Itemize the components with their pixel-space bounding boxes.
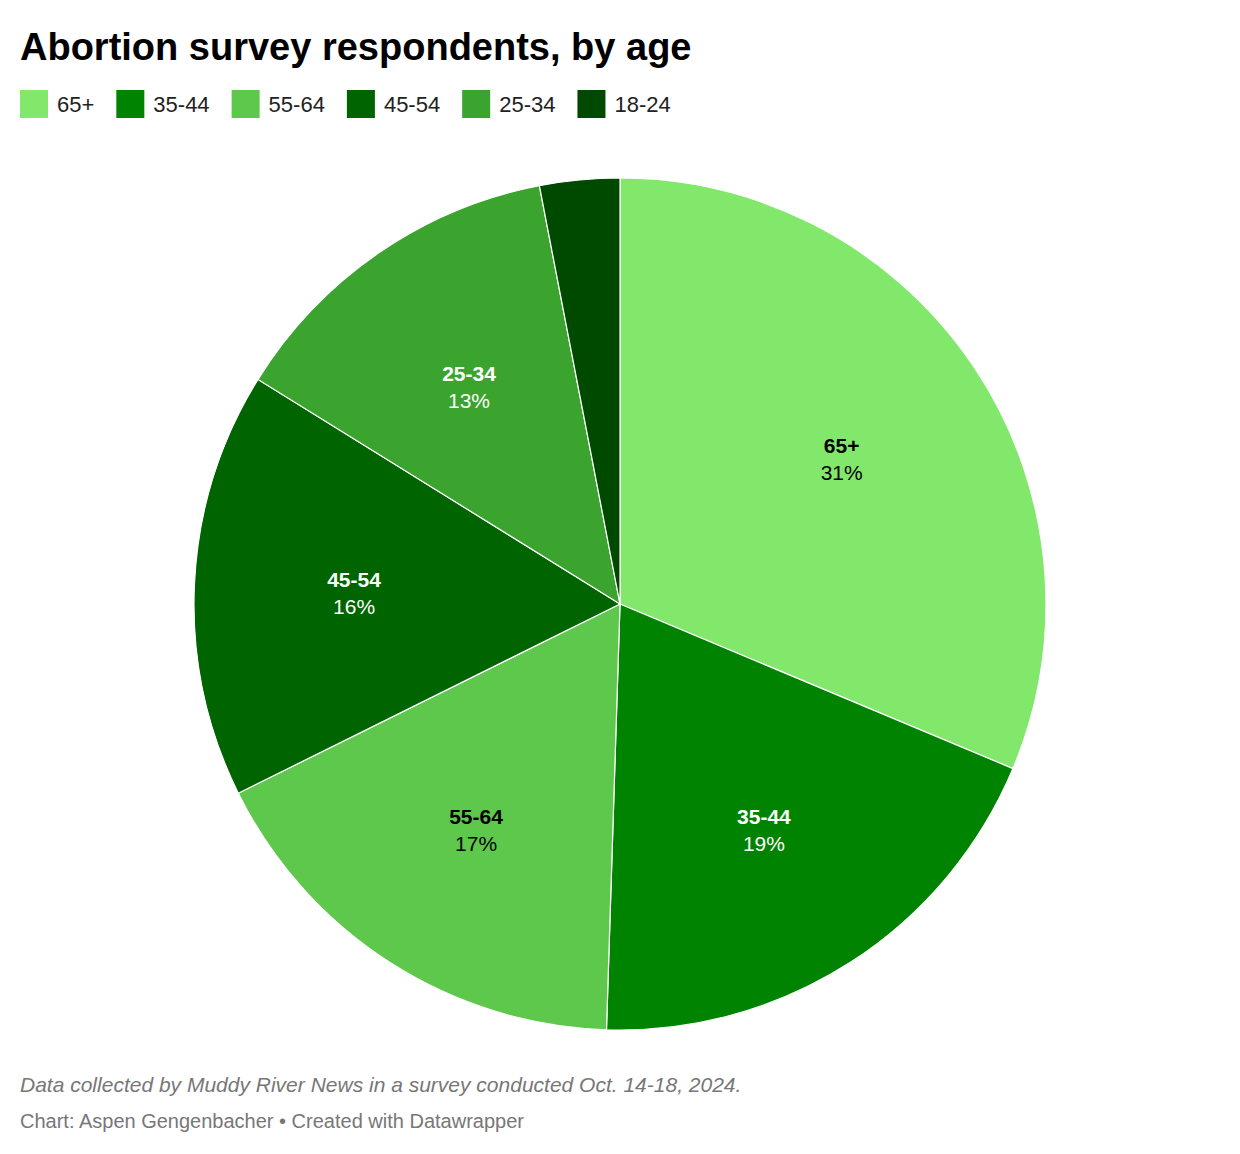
legend: 65+ 35-44 55-64 45-54 25-34 18-24 — [20, 90, 671, 118]
legend-swatch — [347, 90, 375, 118]
legend-label: 35-44 — [153, 92, 209, 117]
legend-swatch — [232, 90, 260, 118]
legend-swatch — [116, 90, 144, 118]
slice-category: 55-64 — [449, 805, 503, 828]
legend-label: 65+ — [57, 92, 94, 117]
annotation: Data collected by Muddy River News in a … — [20, 1073, 741, 1096]
slice-value: 16% — [333, 595, 375, 618]
legend-swatch — [20, 90, 48, 118]
pie-slice — [606, 604, 1012, 1030]
annotation: Chart: Aspen Gengenbacher • Created with… — [20, 1110, 524, 1132]
legend-swatch — [462, 90, 490, 118]
slice-value: 17% — [455, 832, 497, 855]
slice-value: 13% — [448, 389, 490, 412]
legend-label: 55-64 — [269, 92, 325, 117]
legend-label: 45-54 — [384, 92, 440, 117]
legend-swatch — [577, 90, 605, 118]
pie-slice — [539, 178, 620, 604]
slice-labels: 65+ 31% 35-44 19% 55-64 17% 45-54 16% 25-34 13% — [327, 362, 862, 855]
slice-value: 19% — [743, 832, 785, 855]
slices — [194, 178, 1046, 1030]
slice-category: 45-54 — [327, 568, 381, 591]
slice-category: 25-34 — [442, 362, 496, 385]
slice-category: 35-44 — [737, 805, 791, 828]
title: Abortion survey respondents, by age — [20, 26, 691, 68]
legend-label: 18-24 — [614, 92, 670, 117]
slice-value: 31% — [821, 461, 863, 484]
slice-category: 65+ — [824, 434, 860, 457]
legend-label: 25-34 — [499, 92, 555, 117]
chart: Abortion survey respondents, by age 65+ 35… — [0, 0, 1240, 1154]
